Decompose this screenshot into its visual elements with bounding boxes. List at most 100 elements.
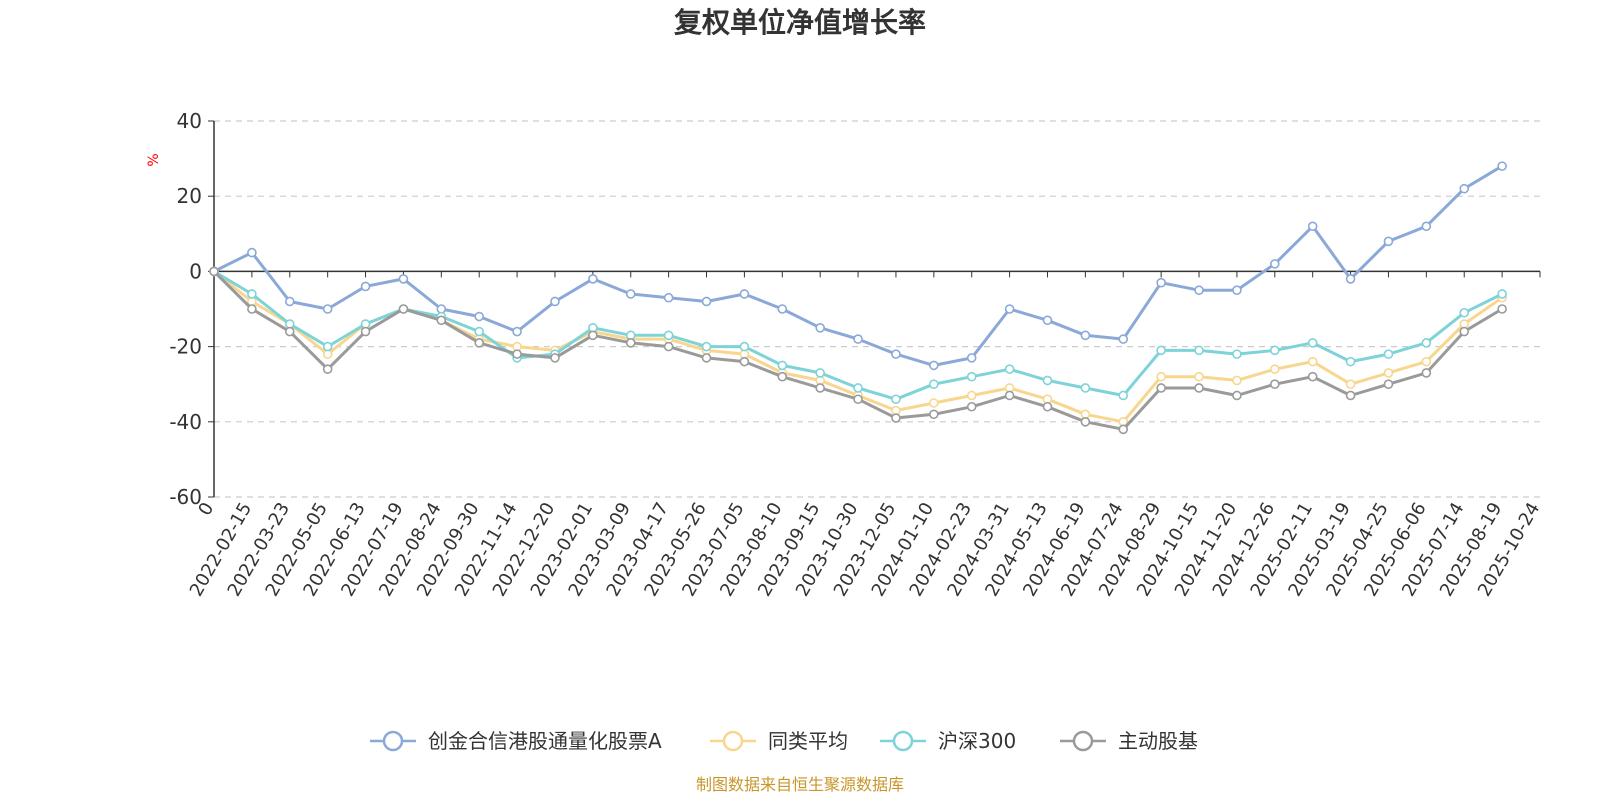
data-point	[1270, 345, 1280, 356]
data-point	[1080, 330, 1091, 341]
data-point	[322, 341, 333, 352]
y-tick-label: 0	[189, 259, 202, 283]
data-point	[1232, 349, 1242, 359]
data-point	[1270, 259, 1280, 269]
data-point	[777, 371, 788, 382]
data-point	[966, 371, 977, 382]
data-point	[1307, 221, 1318, 232]
data-point	[322, 304, 333, 314]
data-point	[777, 360, 788, 371]
data-point	[815, 322, 825, 333]
data-point	[474, 338, 485, 348]
data-point	[853, 383, 863, 393]
data-point	[360, 281, 371, 292]
data-point	[1421, 356, 1432, 367]
data-point	[1345, 356, 1356, 367]
data-point	[1042, 401, 1053, 412]
legend: 创金合信港股通量化股票A 同类平均 沪深300 主动股基	[370, 729, 1198, 753]
data-point	[1345, 379, 1356, 390]
data-point	[1307, 356, 1318, 367]
data-point	[891, 413, 901, 423]
data-point	[1459, 307, 1470, 318]
data-point	[1118, 390, 1129, 401]
data-point	[1497, 161, 1507, 171]
data-point	[1497, 289, 1507, 299]
data-point	[891, 349, 901, 359]
data-point	[663, 330, 674, 341]
data-point	[929, 379, 939, 390]
data-point	[247, 304, 257, 314]
data-point	[512, 349, 522, 359]
legend-label[interactable]: 主动股基	[1118, 729, 1198, 753]
data-point	[1383, 368, 1394, 378]
data-point	[1345, 390, 1356, 401]
data-point	[625, 289, 636, 299]
data-point	[739, 341, 750, 352]
data-point	[739, 356, 750, 367]
data-point	[701, 296, 712, 307]
data-point	[1307, 338, 1318, 348]
legend-marker	[722, 730, 744, 752]
data-point	[815, 383, 825, 393]
series-line	[212, 270, 1503, 431]
data-point	[284, 326, 295, 337]
data-point	[891, 394, 901, 405]
data-point	[550, 353, 560, 363]
data-point	[625, 338, 636, 348]
data-point	[1194, 345, 1204, 356]
data-source-note: 制图数据来自恒生聚源数据库	[696, 775, 904, 794]
data-point	[1004, 304, 1015, 314]
data-point	[436, 315, 447, 326]
data-point	[1042, 375, 1053, 386]
data-point	[247, 289, 257, 299]
data-point	[701, 353, 712, 363]
data-point	[777, 304, 788, 314]
data-point	[1232, 375, 1242, 386]
data-point	[588, 274, 598, 284]
data-point	[1383, 236, 1394, 247]
legend-marker	[1072, 730, 1094, 752]
data-point	[398, 304, 409, 314]
data-point	[1194, 371, 1204, 382]
y-tick-label: 20	[177, 184, 202, 208]
data-point	[966, 353, 977, 363]
data-point	[701, 341, 712, 352]
legend-label[interactable]: 同类平均	[768, 729, 848, 753]
data-point	[1156, 383, 1166, 393]
data-point	[663, 341, 674, 352]
data-point	[1459, 183, 1470, 194]
data-point	[1080, 383, 1091, 393]
data-point	[588, 330, 598, 341]
data-point	[209, 266, 219, 277]
y-tick-label: -20	[169, 335, 202, 359]
legend-marker	[892, 730, 914, 752]
chart-title: 复权单位净值增长率	[674, 6, 926, 39]
data-point	[550, 296, 560, 307]
legend-label[interactable]: 创金合信港股通量化股票A	[428, 729, 662, 753]
data-point	[1270, 364, 1280, 374]
data-point	[1232, 285, 1242, 296]
data-point	[398, 274, 409, 284]
legend-label[interactable]: 沪深300	[938, 729, 1016, 753]
data-point	[474, 326, 485, 337]
data-point	[1156, 345, 1166, 356]
data-point	[929, 360, 939, 371]
data-point	[512, 326, 522, 337]
y-tick-label: -40	[169, 410, 202, 434]
legend-marker	[382, 730, 404, 752]
data-point	[1345, 274, 1356, 284]
data-point	[1421, 368, 1432, 378]
data-point	[1042, 315, 1053, 326]
grid-lines	[214, 120, 1540, 498]
data-point	[1383, 349, 1394, 359]
data-point	[1307, 371, 1318, 382]
data-point	[739, 289, 750, 299]
data-point	[853, 394, 863, 405]
data-point	[1421, 221, 1432, 232]
data-point	[1459, 326, 1470, 337]
data-point	[929, 398, 939, 408]
y-axis-unit: %	[146, 153, 162, 166]
series-group	[209, 161, 1507, 435]
data-point	[284, 296, 295, 307]
data-point	[663, 292, 674, 303]
